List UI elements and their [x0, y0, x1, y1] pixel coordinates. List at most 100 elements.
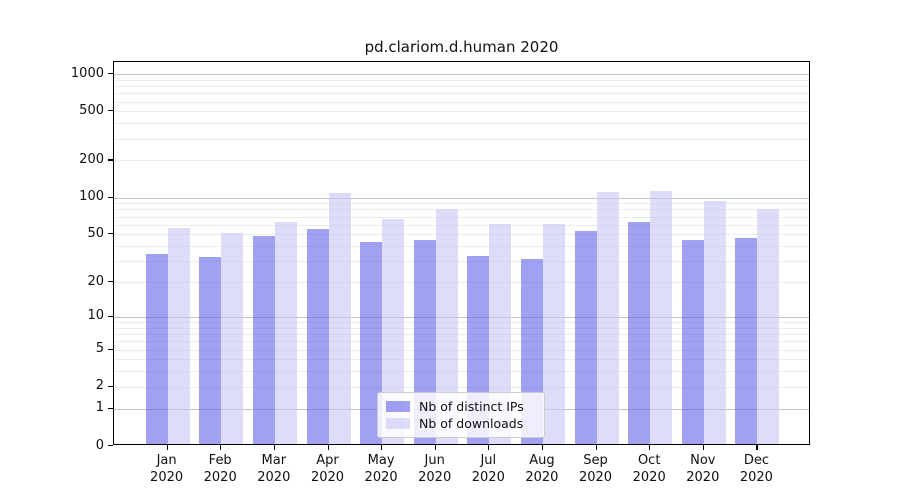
- x-tick-label: Sep 2020: [566, 452, 626, 486]
- minor-gridline: [114, 86, 809, 87]
- x-tick-year: 2020: [739, 470, 773, 485]
- minor-gridline: [114, 234, 809, 236]
- x-tick-year: 2020: [632, 470, 666, 485]
- y-tick-label: 200: [79, 151, 104, 167]
- y-tick-label: 500: [79, 102, 104, 118]
- x-tick-month: Oct: [637, 453, 661, 468]
- y-tick-label: 2: [95, 378, 104, 394]
- minor-gridline: [114, 359, 809, 361]
- minor-gridline: [114, 93, 809, 95]
- x-tick-year: 2020: [203, 470, 237, 485]
- bar-distinct-ips: [199, 257, 222, 444]
- bar-downloads: [435, 208, 458, 444]
- major-gridline: [114, 74, 809, 75]
- minor-gridline: [114, 79, 809, 81]
- x-tick-month: Jul: [480, 453, 497, 468]
- minor-gridline: [114, 246, 809, 247]
- y-tick-label: 10: [87, 308, 104, 324]
- y-tick: [108, 281, 113, 283]
- ips-swatch: [386, 401, 410, 412]
- y-tick: [108, 159, 113, 161]
- x-tick-label: May 2020: [351, 452, 411, 486]
- bar-downloads: [274, 221, 297, 444]
- bar-downloads: [757, 209, 780, 444]
- x-tick-label: Feb 2020: [190, 452, 250, 486]
- x-tick-month: May: [367, 453, 395, 468]
- bar-downloads: [542, 224, 565, 444]
- minor-gridline: [114, 224, 809, 226]
- minor-gridline: [114, 341, 809, 343]
- legend-row-ips: Nb of distinct IPs: [386, 398, 536, 415]
- x-tick-month: Apr: [316, 453, 339, 468]
- bar-downloads: [167, 228, 190, 444]
- minor-gridline: [114, 209, 809, 211]
- minor-gridline: [114, 282, 809, 284]
- bar-distinct-ips: [360, 241, 383, 444]
- x-tick-year: 2020: [578, 470, 613, 485]
- legend: Nb of distinct IPs Nb of downloads: [377, 392, 545, 438]
- minor-gridline: [114, 386, 809, 388]
- legend-label-ips: Nb of distinct IPs: [419, 399, 524, 414]
- y-tick: [108, 407, 113, 409]
- bar-downloads: [382, 219, 405, 444]
- y-tick: [108, 196, 113, 198]
- bar-distinct-ips: [306, 229, 329, 444]
- x-tick: [488, 445, 490, 450]
- x-tick-year: 2020: [686, 470, 720, 485]
- y-tick: [108, 445, 113, 447]
- minor-gridline: [114, 101, 809, 103]
- minor-gridline: [114, 138, 809, 140]
- y-tick: [108, 348, 113, 350]
- bar-distinct-ips: [628, 221, 651, 444]
- x-tick: [434, 445, 436, 450]
- x-tick-year: 2020: [150, 470, 184, 485]
- x-tick-month: Jan: [156, 453, 177, 468]
- minor-gridline: [114, 160, 809, 162]
- minor-gridline: [114, 371, 809, 373]
- minor-gridline: [114, 322, 809, 323]
- x-tick: [649, 445, 651, 450]
- x-tick: [541, 445, 544, 450]
- x-tick-month: Mar: [261, 453, 287, 468]
- bar-downloads: [703, 200, 726, 444]
- legend-label-downloads: Nb of downloads: [419, 416, 524, 431]
- x-tick: [756, 445, 758, 450]
- bar-downloads: [489, 224, 512, 444]
- bar-distinct-ips: [145, 254, 168, 444]
- bar-distinct-ips: [574, 231, 597, 444]
- y-tick: [108, 385, 113, 387]
- minor-gridline: [114, 334, 809, 335]
- x-tick-label: Jan 2020: [137, 452, 197, 486]
- bar-downloads: [328, 192, 351, 444]
- x-tick-label: Jun 2020: [405, 452, 465, 486]
- x-tick: [595, 445, 597, 450]
- x-tick: [273, 445, 275, 450]
- x-tick-label: Nov 2020: [673, 452, 733, 486]
- x-tick-year: 2020: [471, 470, 505, 485]
- minor-gridline: [114, 261, 809, 263]
- bar-downloads: [650, 190, 673, 444]
- minor-gridline: [114, 123, 809, 125]
- x-tick-month: Feb: [208, 453, 232, 468]
- y-tick: [108, 233, 113, 235]
- x-tick-month: Jun: [424, 453, 445, 468]
- y-tick-label: 5: [95, 341, 104, 356]
- bar-distinct-ips: [735, 237, 758, 444]
- x-tick-month: Nov: [690, 453, 716, 468]
- y-tick-label: 100: [79, 189, 104, 204]
- x-tick-month: Aug: [529, 453, 555, 468]
- minor-gridline: [114, 111, 809, 113]
- x-tick-label: Oct 2020: [619, 452, 679, 486]
- x-tick-year: 2020: [257, 470, 291, 485]
- minor-gridline: [114, 203, 809, 205]
- bar-distinct-ips: [681, 240, 704, 444]
- x-tick-year: 2020: [310, 470, 345, 485]
- legend-row-downloads: Nb of downloads: [386, 415, 536, 432]
- x-tick-month: Sep: [583, 453, 608, 468]
- bar-downloads: [221, 233, 244, 444]
- minor-gridline: [114, 216, 809, 218]
- major-gridline: [114, 197, 809, 199]
- x-tick-year: 2020: [418, 470, 452, 485]
- bar-distinct-ips: [252, 235, 275, 444]
- major-gridline: [114, 316, 809, 318]
